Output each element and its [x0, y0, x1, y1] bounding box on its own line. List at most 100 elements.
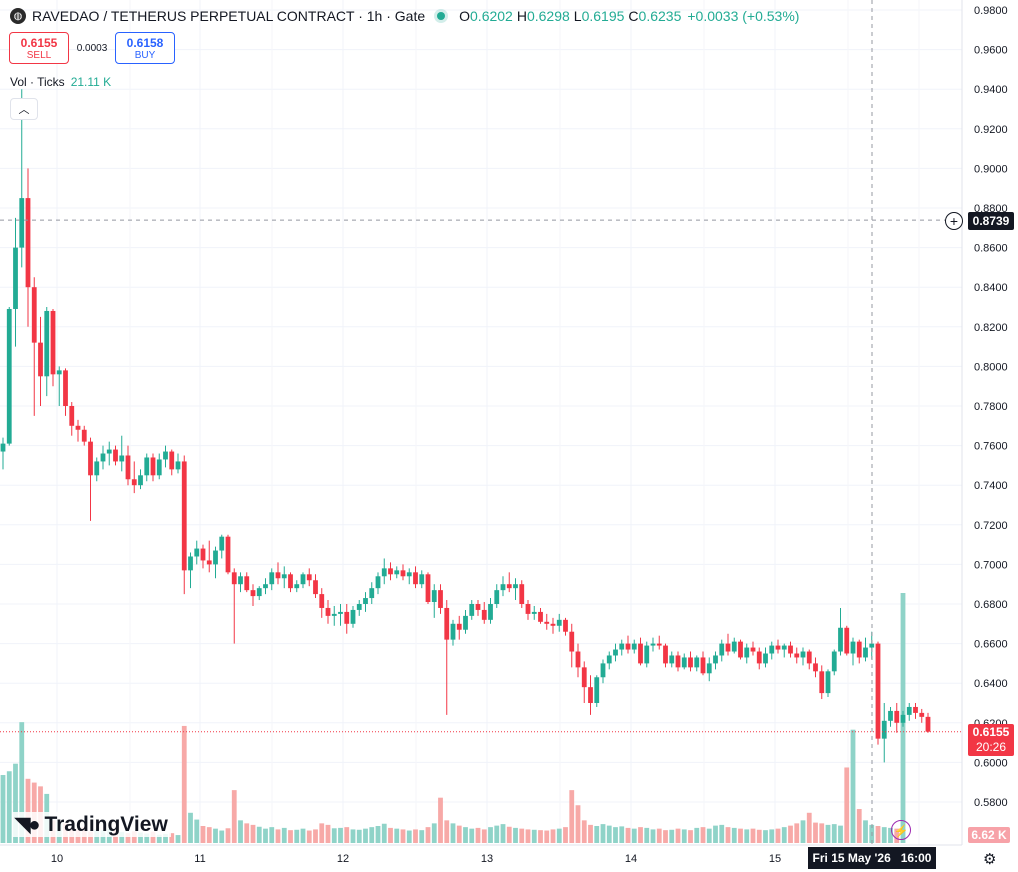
volume-bar — [269, 827, 275, 843]
candle-body — [906, 706, 912, 715]
candle-body — [125, 455, 131, 480]
trade-panel: 0.6155 SELL 0.0003 0.6158 BUY — [9, 32, 175, 64]
volume-bar — [188, 812, 193, 843]
volume-bar — [806, 812, 812, 843]
volume-bar — [619, 826, 625, 843]
close-value: 0.6235 — [638, 8, 682, 24]
bolt-icon[interactable]: ⚡ — [891, 820, 911, 840]
candle-body — [725, 643, 731, 652]
candle-body — [88, 441, 93, 476]
sell-button[interactable]: 0.6155 SELL — [9, 32, 69, 64]
volume-bar — [450, 823, 456, 843]
candle-body — [869, 643, 875, 648]
volume-bar — [719, 824, 725, 843]
volume-bar — [288, 830, 293, 843]
candle-body — [150, 457, 156, 476]
high-value: 0.6298 — [526, 8, 570, 24]
candle-body — [19, 198, 25, 248]
candle-body — [631, 643, 637, 650]
candle-body — [163, 451, 168, 460]
candle-body — [313, 580, 318, 595]
candle-body — [338, 611, 343, 614]
candle-body — [838, 627, 843, 652]
volume-bar — [306, 830, 312, 843]
price-tick-label: 0.6600 — [974, 639, 1008, 651]
plus-circle-icon[interactable]: + — [945, 212, 963, 230]
volume-bar — [144, 833, 150, 843]
volume-bar — [338, 827, 343, 843]
volume-bar — [694, 827, 700, 843]
volume-bar — [844, 767, 850, 843]
volume-bar — [494, 825, 500, 843]
volume-bar — [544, 830, 550, 843]
gear-icon[interactable]: ⚙ — [983, 851, 997, 868]
volume-legend[interactable]: Vol · Ticks 21.11 K — [10, 75, 111, 89]
candle-body — [531, 611, 537, 614]
volume-bar — [488, 827, 493, 843]
candle-body — [544, 621, 550, 624]
buy-button[interactable]: 0.6158 BUY — [115, 32, 175, 64]
candle-body — [481, 609, 487, 620]
volume-bar — [213, 828, 218, 843]
volume-value: 21.11 K — [70, 75, 112, 89]
candle-body — [400, 570, 406, 577]
candle-body — [50, 310, 56, 375]
volume-bar — [350, 829, 356, 843]
candle-body — [75, 425, 81, 430]
price-tick-label: 0.9800 — [974, 5, 1008, 17]
candle-body — [356, 604, 362, 610]
candle-body — [63, 370, 68, 406]
volume-bar — [425, 827, 431, 843]
volume-bar — [250, 824, 256, 843]
volume-bar — [175, 835, 181, 843]
volume-bar — [713, 825, 718, 843]
candle-body — [238, 576, 243, 585]
chevron-up-icon[interactable]: ︿ — [10, 98, 38, 120]
volume-bar — [681, 829, 687, 843]
price-tick-label: 0.9200 — [974, 124, 1008, 136]
candle-body — [781, 645, 787, 650]
candle-body — [638, 643, 643, 664]
candle-body — [250, 590, 256, 597]
candle-body — [881, 720, 887, 739]
candle-body — [181, 461, 187, 571]
volume-bar — [550, 829, 556, 843]
time-axis[interactable]: 10 11 12 13 14 15 — [51, 853, 781, 865]
volume-bar — [556, 828, 562, 843]
candle-body — [456, 623, 462, 630]
symbol-title[interactable]: RAVEDAO / TETHERUS PERPETUAL CONTRACT · … — [32, 8, 426, 24]
candle-body — [56, 370, 62, 375]
candle-body — [431, 590, 437, 603]
candle-body — [44, 310, 50, 377]
volume-bar — [244, 823, 250, 843]
candle-body — [25, 198, 31, 288]
candle-body — [813, 663, 818, 672]
volume-bar — [731, 827, 737, 843]
sell-label: SELL — [26, 49, 52, 61]
candle-body — [13, 247, 18, 309]
crosshair-time-label: Fri 15 May '26 16:00 — [808, 847, 936, 869]
volume-bar — [794, 823, 800, 843]
volume-bar — [156, 834, 162, 843]
candle-body — [6, 308, 12, 444]
volume-bar — [756, 829, 762, 843]
price-axis[interactable]: 0.98000.96000.94000.92000.90000.88000.86… — [974, 5, 1008, 809]
price-tick-label: 0.7000 — [974, 559, 1008, 571]
tradingview-logo-icon[interactable]: ◥● TradingView — [12, 812, 171, 837]
candle-body — [263, 584, 268, 589]
candle-body — [438, 590, 443, 608]
volume-bar — [481, 829, 487, 843]
candle-body — [756, 651, 762, 664]
candle-body — [94, 461, 100, 476]
candle-body — [606, 655, 612, 664]
volume-bar — [444, 820, 450, 843]
candle-body — [519, 584, 525, 604]
volume-bar — [313, 829, 318, 843]
volume-bar — [700, 827, 706, 843]
volume-bar — [238, 820, 243, 843]
time-tick-label: 10 — [51, 853, 63, 865]
volume-bar — [231, 790, 237, 843]
volume-bar — [800, 820, 806, 843]
candle-body — [275, 572, 281, 579]
